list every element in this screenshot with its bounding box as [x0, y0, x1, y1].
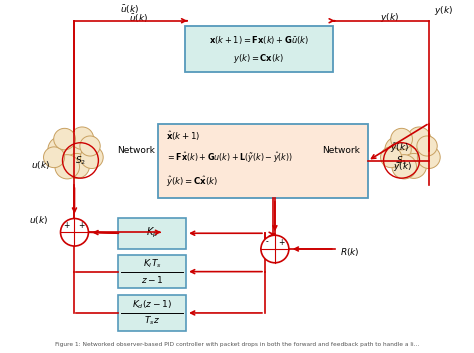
Circle shape [64, 154, 90, 178]
Text: $K_d(z-1)$: $K_d(z-1)$ [132, 299, 172, 311]
Circle shape [71, 127, 93, 149]
Circle shape [417, 136, 437, 156]
Text: Network: Network [118, 146, 155, 155]
Text: $u(k)$: $u(k)$ [29, 214, 48, 226]
Circle shape [55, 155, 80, 179]
Text: $\tilde{y}(k)$: $\tilde{y}(k)$ [390, 141, 409, 155]
Text: +: + [279, 238, 285, 247]
Text: $R(k)$: $R(k)$ [340, 246, 359, 258]
Circle shape [44, 147, 64, 168]
Text: $y(k)$: $y(k)$ [380, 11, 399, 24]
Text: $\mathbf{x}(k+1) = \mathbf{F}\mathbf{x}(k) + \mathbf{G}\bar{u}(k)$: $\mathbf{x}(k+1) = \mathbf{F}\mathbf{x}(… [209, 35, 309, 47]
Text: $y(k) = \mathbf{C}\mathbf{x}(k)$: $y(k) = \mathbf{C}\mathbf{x}(k)$ [233, 53, 284, 65]
Text: $S_2$: $S_2$ [75, 154, 86, 167]
Circle shape [55, 138, 90, 173]
Circle shape [407, 133, 436, 162]
Text: $T_s z$: $T_s z$ [144, 315, 160, 327]
Circle shape [81, 146, 103, 168]
Text: $\hat{y}(k) = \mathbf{C}\hat{\mathbf{x}}(k)$: $\hat{y}(k) = \mathbf{C}\hat{\mathbf{x}}… [166, 174, 219, 189]
Text: $u(k)$: $u(k)$ [31, 159, 50, 171]
Text: $\bar{u}(k)$: $\bar{u}(k)$ [129, 12, 148, 24]
FancyBboxPatch shape [185, 26, 333, 72]
Text: $\hat{\mathbf{x}}(k+1)$: $\hat{\mathbf{x}}(k+1)$ [166, 130, 201, 143]
Text: -: - [266, 238, 269, 247]
Circle shape [70, 133, 99, 162]
Text: +: + [64, 221, 70, 230]
Text: $\bar{u}(k)$: $\bar{u}(k)$ [120, 3, 139, 15]
Circle shape [391, 128, 412, 150]
Circle shape [392, 138, 427, 173]
Circle shape [261, 235, 289, 263]
Circle shape [385, 137, 411, 162]
Text: Figure 1: Networked observer-based PID controller with packet drops in both the : Figure 1: Networked observer-based PID c… [55, 342, 419, 347]
Text: $\tilde{y}(k)$: $\tilde{y}(k)$ [392, 161, 411, 174]
Text: $S_1$: $S_1$ [396, 154, 407, 167]
Text: $K_p$: $K_p$ [146, 226, 158, 240]
Text: $y(k)$: $y(k)$ [434, 4, 454, 17]
Circle shape [381, 147, 401, 168]
FancyBboxPatch shape [118, 217, 186, 249]
Text: +: + [78, 221, 85, 230]
Text: $= \mathbf{F}\hat{\mathbf{x}}(k) + \mathbf{G}u(k) + \mathbf{L}(\tilde{y}(k) - \h: $= \mathbf{F}\hat{\mathbf{x}}(k) + \math… [166, 150, 293, 164]
Circle shape [80, 136, 100, 156]
Text: Network: Network [322, 146, 360, 155]
FancyBboxPatch shape [158, 124, 368, 198]
Circle shape [401, 154, 427, 178]
Circle shape [61, 219, 89, 246]
Circle shape [418, 146, 440, 168]
Circle shape [48, 137, 74, 162]
FancyBboxPatch shape [118, 255, 186, 288]
Text: $z - 1$: $z - 1$ [141, 274, 164, 285]
Circle shape [392, 155, 417, 179]
Circle shape [54, 128, 75, 150]
FancyBboxPatch shape [118, 295, 186, 331]
Text: $K_I T_s$: $K_I T_s$ [143, 258, 162, 270]
Circle shape [408, 127, 430, 149]
